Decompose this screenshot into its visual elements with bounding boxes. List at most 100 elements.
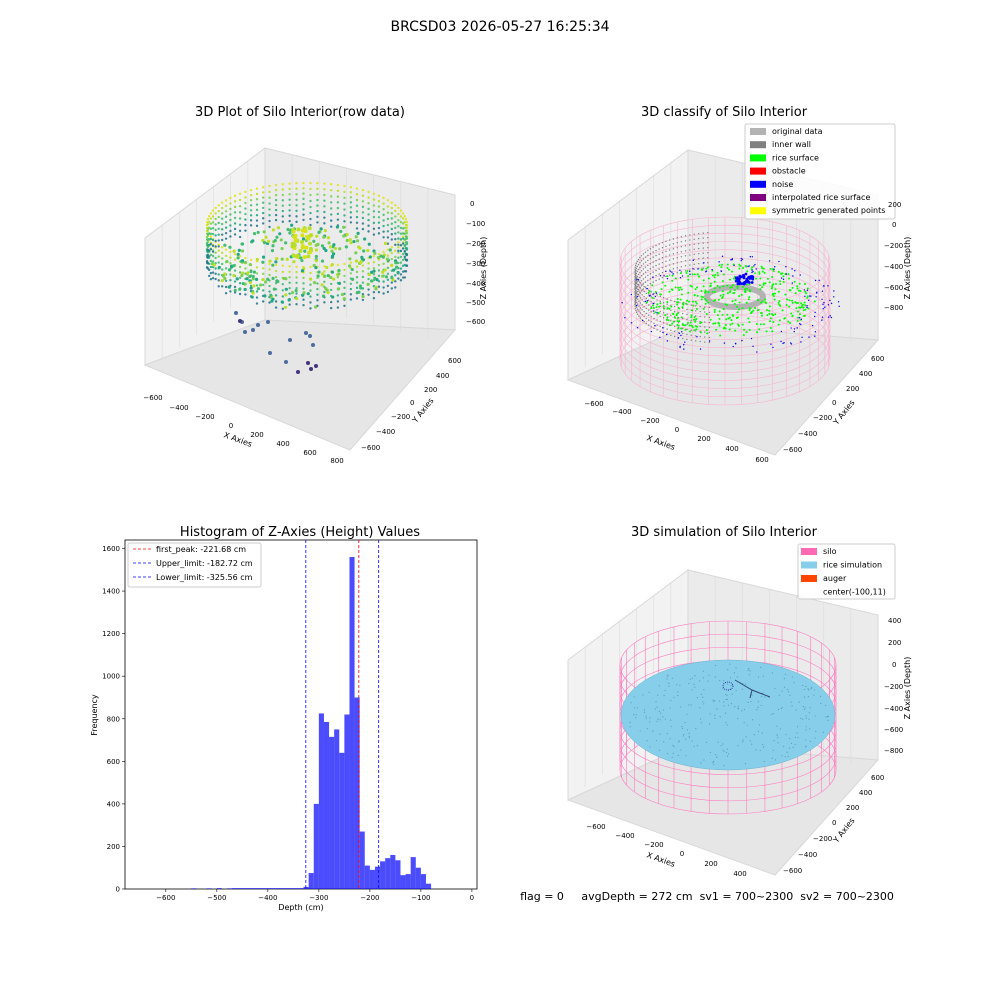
inner-wall-point (652, 256, 654, 258)
raw-point-cloud (205, 181, 409, 374)
point-cloud-dot (382, 213, 385, 217)
rice-simulation-mesh-dot (649, 717, 651, 719)
rice-surface-point (713, 310, 716, 313)
point-cloud-dot (349, 241, 353, 245)
inner-wall-point (665, 260, 667, 263)
point-cloud-dot (249, 224, 253, 227)
rice-simulation-mesh-dot (694, 686, 696, 688)
rice-simulation-mesh-dot (762, 675, 764, 677)
rice-surface-point (733, 302, 736, 305)
rice-surface-point (702, 279, 705, 282)
point-cloud-dot (292, 243, 297, 248)
inner-wall-point (684, 265, 687, 267)
inner-wall-point (699, 325, 701, 328)
point-cloud-dot (349, 272, 353, 275)
noise-point (696, 336, 698, 338)
rice-surface-point (731, 284, 734, 287)
inner-wall-point (658, 253, 660, 255)
point-cloud-dot (217, 245, 220, 248)
noise-point (692, 268, 694, 270)
inner-wall-point (634, 278, 636, 281)
rice-surface-point (746, 270, 749, 273)
point-cloud-dot (288, 270, 291, 274)
rice-surface-point (720, 266, 723, 269)
point-cloud-dot (401, 252, 405, 256)
point-cloud-dot (271, 244, 275, 248)
inner-wall-point (704, 321, 706, 323)
point-cloud-dot (390, 281, 394, 284)
point-cloud-dot (386, 266, 390, 269)
point-cloud-dot (214, 228, 217, 232)
inner-wall-point (650, 296, 652, 298)
rice-surface-point (666, 275, 669, 278)
simulation-x-tick: 400 (733, 870, 746, 878)
inner-wall-point (689, 264, 691, 266)
rice-simulation-mesh-dot (736, 676, 738, 678)
point-cloud-dot (394, 204, 397, 207)
rice-simulation-mesh-dot (634, 707, 636, 709)
rice-surface-point (741, 285, 744, 288)
inner-wall-point (652, 261, 654, 263)
point-cloud-dot (217, 239, 220, 242)
noise-point (821, 290, 824, 292)
inner-wall-point (653, 327, 655, 330)
noise-point (815, 296, 817, 298)
point-cloud-dot (316, 193, 319, 196)
histogram-bar (415, 867, 421, 889)
point-cloud-dot (329, 189, 333, 192)
rice-surface-point (662, 305, 665, 308)
legend-label: auger (823, 574, 847, 583)
inner-wall-point (643, 300, 645, 303)
rice-simulation-mesh-dot (783, 678, 785, 680)
point-cloud-dot (367, 201, 370, 205)
point-cloud-dot (274, 306, 278, 309)
rice-simulation-mesh-dot (680, 749, 682, 751)
point-cloud-dot (262, 230, 266, 234)
point-cloud-dot (268, 202, 271, 205)
point-cloud-dot (288, 276, 291, 279)
histogram-bar (227, 888, 233, 889)
point-cloud-dot (354, 259, 359, 263)
histogram-bar (425, 883, 432, 889)
rice-surface-point (749, 307, 752, 310)
point-cloud-dot (361, 275, 365, 279)
point-cloud-dot (302, 303, 305, 307)
rice-surface-point (717, 298, 720, 301)
rice-surface-point (688, 324, 691, 327)
point-cloud-dot (229, 224, 232, 227)
point-cloud-dot (227, 268, 232, 272)
point-cloud-dot (244, 190, 247, 194)
noise-point (744, 272, 748, 276)
point-cloud-dot (337, 281, 342, 286)
point-cloud-dot (274, 269, 278, 273)
point-cloud-dot (403, 220, 407, 224)
simulation-y-tick: 0 (832, 819, 836, 827)
point-cloud-dot (382, 219, 385, 222)
raw-y-tick: 200 (424, 386, 437, 394)
point-cloud-dot (302, 291, 306, 295)
point-cloud-dot (220, 257, 224, 260)
point-cloud-dot (397, 256, 400, 259)
rice-surface-point (682, 303, 685, 306)
noise-point (811, 324, 814, 327)
histogram-bar (313, 803, 319, 889)
rice-surface-point (659, 302, 662, 305)
point-cloud-dot (228, 245, 232, 249)
point-cloud-dot (227, 285, 231, 289)
classify-x-tick: −400 (612, 408, 631, 416)
point-cloud-dot (251, 274, 255, 279)
rice-surface-point (774, 282, 777, 285)
noise-point (806, 305, 808, 307)
point-cloud-dot (401, 242, 405, 245)
point-cloud-dot (269, 293, 273, 297)
rice-simulation-mesh-dot (758, 724, 761, 726)
rice-surface-point (731, 314, 734, 317)
inner-wall-point (649, 283, 652, 285)
rice-surface-point (729, 323, 732, 326)
rice-simulation-mesh-dot (646, 727, 648, 730)
point-cloud-dot (268, 273, 271, 277)
histogram-bar (380, 861, 386, 889)
point-cloud-dot (322, 246, 326, 251)
inner-wall-point (659, 330, 661, 333)
point-cloud-dot (355, 276, 359, 279)
